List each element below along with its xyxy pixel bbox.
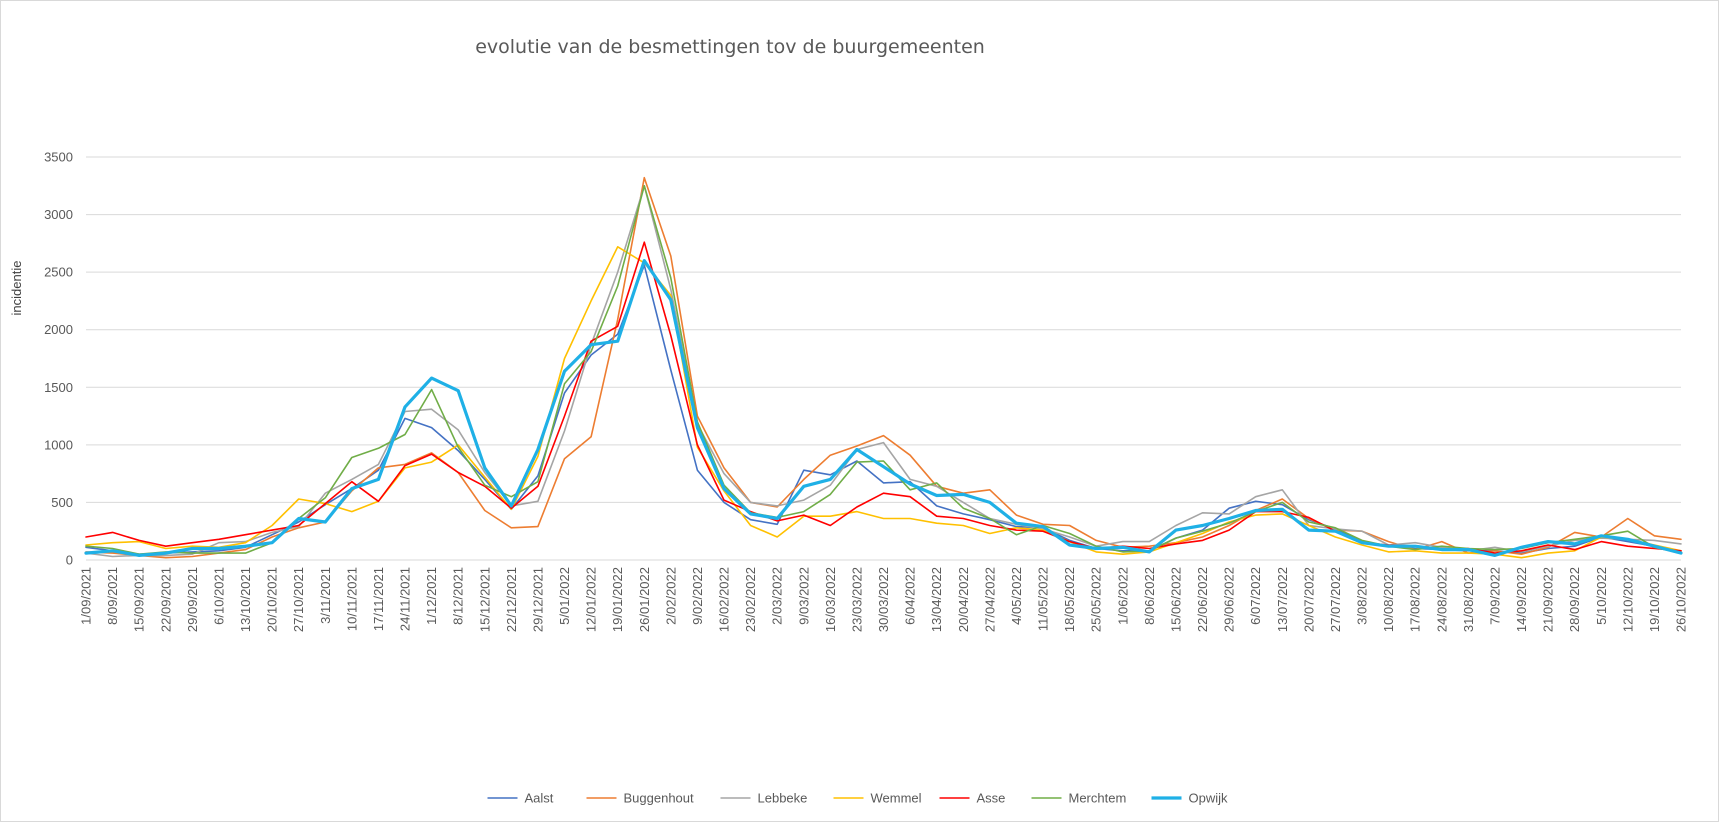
x-tick-label: 19/01/2022 [610, 567, 625, 632]
x-tick-label: 22/06/2022 [1195, 567, 1210, 632]
series-line-wemmel [85, 246, 1682, 559]
x-tick-label: 19/10/2022 [1647, 567, 1662, 632]
series-line-aalst [85, 264, 1682, 556]
y-tick-label: 3000 [44, 207, 73, 222]
y-tick-label: 1000 [44, 437, 73, 452]
x-tick-label: 15/12/2021 [477, 567, 492, 632]
y-tick-label: 0 [66, 553, 73, 568]
x-tick-label: 10/11/2021 [344, 567, 359, 631]
x-tick-label: 24/11/2021 [398, 567, 413, 631]
x-tick-label: 31/08/2022 [1461, 567, 1476, 632]
x-tick-label: 4/05/2022 [1009, 567, 1024, 625]
x-tick-label: 30/03/2022 [876, 567, 891, 632]
x-tick-label: 20/10/2021 [265, 567, 280, 632]
x-tick-label: 10/08/2022 [1381, 567, 1396, 632]
x-tick-label: 16/02/2022 [717, 567, 732, 632]
x-tick-label: 23/02/2022 [743, 567, 758, 632]
y-tick-label: 500 [51, 495, 73, 510]
x-tick-label: 27/07/2022 [1328, 567, 1343, 632]
x-tick-label: 26/01/2022 [637, 567, 652, 632]
legend-label-wemmel: Wemmel [871, 791, 922, 806]
x-tick-label: 6/07/2022 [1248, 567, 1263, 625]
x-tick-label: 18/05/2022 [1062, 567, 1077, 632]
y-tick-labels: 0 500 1000 1500 2000 2500 3000 3500 [44, 150, 73, 568]
x-tick-label: 26/10/2022 [1674, 567, 1689, 632]
x-tick-label: 5/10/2022 [1594, 567, 1609, 625]
x-tick-label: 24/08/2022 [1434, 567, 1449, 632]
legend-label-merchtem: Merchtem [1069, 791, 1127, 806]
series-line-opwijk [84, 259, 1683, 558]
legend: Aalst Buggenhout Lebbeke Wemmel Asse Merchtem… [487, 791, 1229, 806]
x-tick-label: 16/03/2022 [823, 567, 838, 632]
x-tick-label: 28/09/2022 [1567, 567, 1582, 632]
series-line-asse [85, 241, 1682, 554]
x-tick-label: 27/04/2022 [982, 567, 997, 632]
x-tick-label: 3/11/2021 [318, 567, 333, 624]
series-line-merchtem [85, 185, 1682, 556]
x-tick-label: 1/09/2021 [79, 567, 94, 625]
gridlines [86, 156, 1681, 561]
x-tick-label: 25/05/2022 [1089, 567, 1104, 632]
x-tick-label: 20/07/2022 [1301, 567, 1316, 632]
legend-label-lebbeke: Lebbeke [758, 791, 808, 806]
legend-label-opwijk: Opwijk [1189, 791, 1229, 806]
x-tick-label: 14/09/2022 [1514, 567, 1529, 632]
x-tick-label: 15/09/2021 [132, 567, 147, 632]
series-line-buggenhout [85, 176, 1682, 559]
x-tick-label: 5/01/2022 [557, 567, 572, 625]
y-tick-label: 1500 [44, 380, 73, 395]
x-tick-label: 8/09/2021 [105, 567, 120, 625]
x-tick-label: 8/06/2022 [1142, 567, 1157, 625]
legend-label-asse: Asse [977, 791, 1006, 806]
x-tick-label: 17/08/2022 [1408, 567, 1423, 632]
x-tick-label: 22/12/2021 [504, 567, 519, 632]
x-tick-label: 15/06/2022 [1168, 567, 1183, 632]
x-tick-label: 29/06/2022 [1222, 567, 1237, 632]
x-tick-label: 1/06/2022 [1115, 567, 1130, 625]
y-tick-label: 2000 [44, 322, 73, 337]
x-tick-label: 23/03/2022 [849, 567, 864, 632]
x-tick-label: 11/05/2022 [1036, 567, 1051, 631]
series-line-lebbeke [85, 185, 1682, 558]
x-tick-label: 13/07/2022 [1275, 567, 1290, 632]
x-tick-label: 22/09/2021 [158, 567, 173, 632]
y-axis-title: incidentie [9, 261, 24, 316]
x-tick-label: 2/03/2022 [770, 567, 785, 625]
x-tick-label: 8/12/2021 [451, 567, 466, 625]
x-tick-label: 12/10/2022 [1620, 567, 1635, 632]
series-lines [84, 176, 1683, 559]
x-tick-label: 9/02/2022 [690, 567, 705, 625]
x-tick-label: 20/04/2022 [956, 567, 971, 632]
x-tick-label: 27/10/2021 [291, 567, 306, 632]
x-tick-label: 12/01/2022 [584, 567, 599, 632]
x-tick-label: 21/09/2022 [1541, 567, 1556, 632]
y-tick-label: 3500 [44, 150, 73, 165]
x-tick-label: 17/11/2021 [371, 567, 386, 631]
x-tick-label: 6/10/2021 [211, 567, 226, 625]
chart-title: evolutie van de besmettingen tov de buur… [475, 36, 985, 58]
x-tick-labels: 1/09/2021 8/09/2021 15/09/2021 22/09/2021 29… [79, 567, 1689, 632]
y-tick-label: 2500 [44, 265, 73, 280]
x-tick-label: 6/04/2022 [903, 567, 918, 625]
x-tick-label: 13/10/2021 [238, 567, 253, 632]
x-tick-label: 1/12/2021 [424, 567, 439, 625]
legend-label-aalst: Aalst [525, 791, 554, 806]
x-tick-label: 9/03/2022 [796, 567, 811, 625]
x-tick-label: 29/12/2021 [530, 567, 545, 632]
legend-label-buggenhout: Buggenhout [624, 791, 695, 806]
x-tick-label: 3/08/2022 [1355, 567, 1370, 625]
x-tick-label: 13/04/2022 [929, 567, 944, 632]
x-tick-label: 2/02/2022 [663, 567, 678, 625]
x-tick-label: 7/09/2022 [1487, 567, 1502, 625]
x-tick-label: 29/09/2021 [185, 567, 200, 632]
